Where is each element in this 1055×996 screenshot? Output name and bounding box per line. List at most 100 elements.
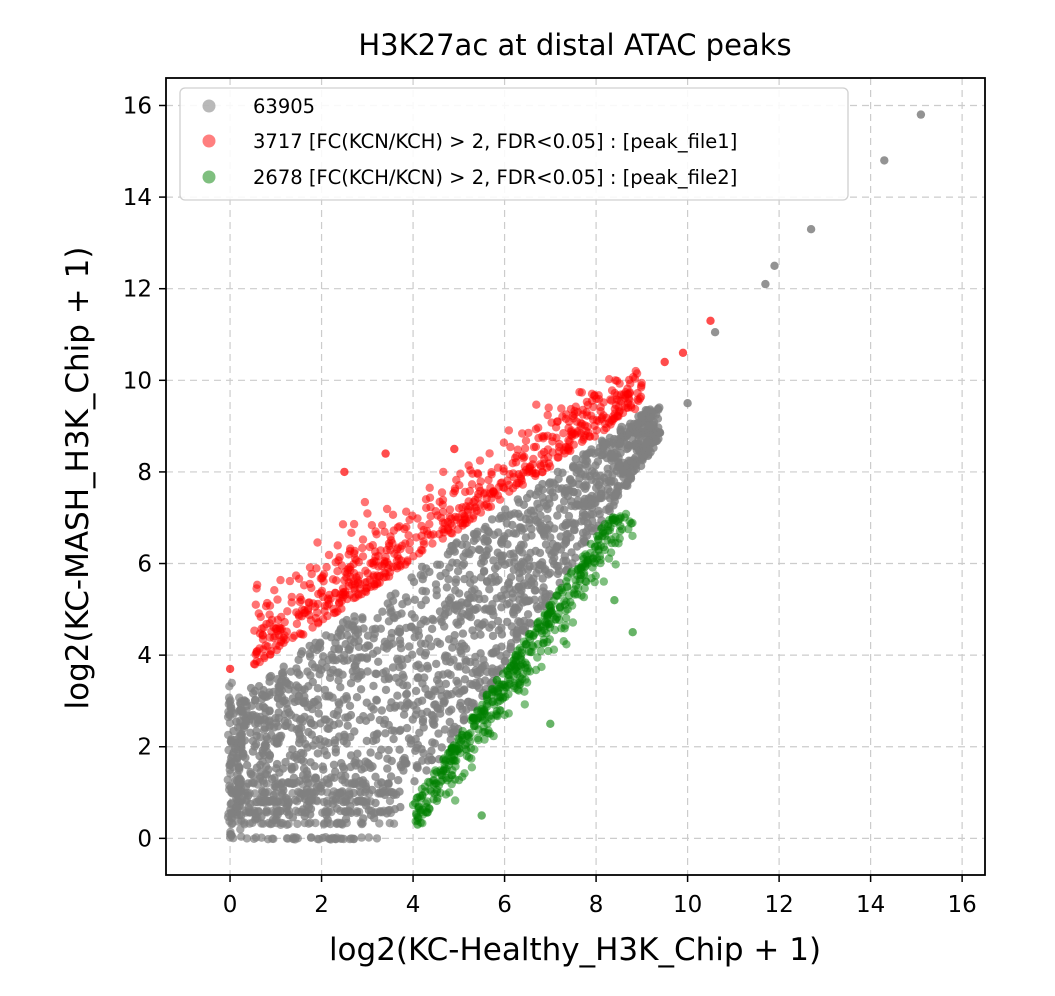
gray-point bbox=[279, 786, 288, 795]
red-point bbox=[608, 412, 618, 421]
gray-point bbox=[553, 467, 562, 477]
red-point bbox=[329, 604, 338, 614]
red-point bbox=[387, 536, 396, 545]
gray-point bbox=[421, 564, 431, 573]
gray-point bbox=[320, 746, 329, 756]
gray-point bbox=[455, 589, 464, 598]
red-point bbox=[299, 630, 308, 639]
gray-point bbox=[916, 110, 926, 119]
green-point bbox=[515, 680, 524, 689]
gray-point bbox=[279, 764, 288, 773]
red-point bbox=[312, 564, 321, 573]
gray-point bbox=[381, 729, 390, 738]
red-point bbox=[402, 522, 411, 532]
gray-point bbox=[282, 699, 291, 708]
gray-point bbox=[259, 725, 269, 734]
red-point bbox=[318, 572, 327, 581]
gray-point bbox=[443, 690, 453, 700]
green-point bbox=[576, 575, 585, 584]
red-point bbox=[382, 504, 392, 514]
gray-point bbox=[456, 698, 465, 708]
red-point bbox=[382, 545, 391, 555]
gray-point bbox=[298, 805, 308, 814]
gray-point bbox=[487, 515, 497, 524]
gray-point bbox=[236, 825, 245, 834]
gray-point bbox=[294, 655, 303, 665]
gray-point bbox=[362, 736, 371, 746]
red-point bbox=[474, 483, 484, 492]
gray-point bbox=[710, 328, 720, 337]
series-red-points bbox=[225, 316, 715, 674]
gray-point bbox=[224, 693, 234, 702]
gray-point bbox=[506, 510, 515, 519]
red-point bbox=[305, 563, 315, 572]
gray-point bbox=[248, 771, 258, 780]
gray-point bbox=[543, 525, 553, 535]
gray-point bbox=[251, 696, 260, 705]
gray-point bbox=[319, 652, 328, 661]
green-point bbox=[504, 709, 513, 718]
gray-point bbox=[443, 550, 453, 559]
green-point bbox=[543, 637, 552, 647]
gray-point bbox=[412, 743, 421, 753]
gray-point bbox=[560, 489, 569, 499]
gray-point bbox=[352, 657, 361, 666]
red-point bbox=[439, 467, 448, 477]
red-point bbox=[260, 652, 269, 661]
red-point bbox=[607, 396, 616, 405]
gray-point bbox=[362, 698, 371, 707]
gray-point bbox=[323, 799, 332, 808]
gray-point bbox=[321, 631, 331, 640]
red-point bbox=[295, 593, 305, 602]
red-point bbox=[320, 607, 329, 616]
gray-point bbox=[492, 644, 501, 653]
red-point bbox=[265, 601, 275, 610]
red-point bbox=[467, 480, 477, 489]
gray-point bbox=[359, 814, 368, 823]
gray-point bbox=[389, 790, 398, 800]
gray-point bbox=[559, 497, 569, 506]
red-point bbox=[634, 396, 643, 406]
gray-point bbox=[418, 586, 427, 596]
gray-point bbox=[559, 556, 568, 566]
gray-point bbox=[448, 643, 457, 652]
red-point bbox=[349, 519, 359, 529]
gray-point bbox=[239, 749, 248, 758]
gray-point bbox=[298, 734, 307, 744]
gray-point bbox=[617, 422, 626, 432]
red-point bbox=[475, 456, 485, 465]
gray-point bbox=[270, 723, 279, 732]
gray-point bbox=[496, 538, 506, 547]
gray-point bbox=[550, 492, 559, 502]
gray-point bbox=[427, 710, 437, 720]
gray-point bbox=[452, 538, 461, 547]
green-point bbox=[484, 729, 493, 738]
gray-point bbox=[288, 779, 297, 789]
gray-point bbox=[307, 792, 316, 802]
gray-point bbox=[423, 661, 432, 671]
gray-point bbox=[310, 721, 319, 730]
gray-point bbox=[229, 709, 238, 718]
gray-point bbox=[331, 745, 340, 754]
red-point bbox=[525, 463, 534, 472]
green-point bbox=[417, 784, 427, 794]
green-point bbox=[516, 651, 526, 661]
gray-point bbox=[328, 653, 337, 662]
gray-point bbox=[323, 724, 332, 733]
gray-point bbox=[644, 436, 653, 446]
gray-point bbox=[342, 795, 351, 804]
gray-point bbox=[346, 808, 356, 818]
red-point bbox=[486, 502, 496, 511]
gray-point bbox=[285, 751, 295, 760]
gray-point bbox=[462, 540, 471, 550]
gray-point bbox=[314, 709, 323, 718]
gray-point bbox=[563, 529, 573, 539]
gray-point bbox=[416, 619, 425, 629]
gray-point bbox=[322, 775, 331, 784]
gray-point bbox=[343, 721, 352, 730]
red-point bbox=[578, 410, 588, 419]
gray-point bbox=[529, 574, 538, 583]
red-point bbox=[417, 521, 426, 531]
red-point bbox=[367, 521, 377, 530]
gray-point bbox=[338, 762, 348, 771]
